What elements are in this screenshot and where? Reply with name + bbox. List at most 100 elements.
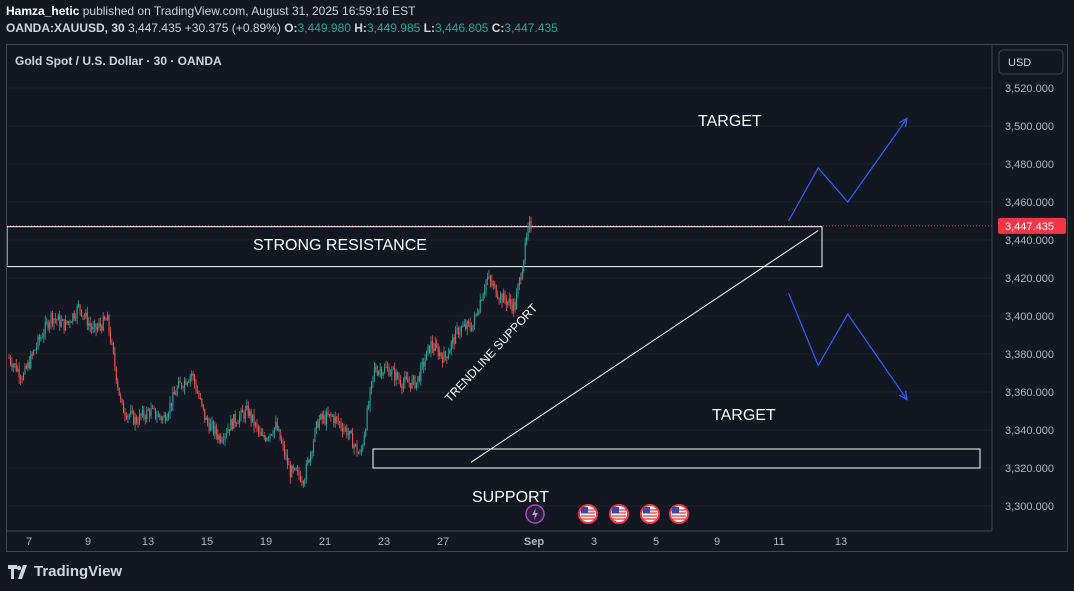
price-axis[interactable]: 3,300.000 3,320.000 3,340.000 3,360.000 3,38… (7, 45, 1066, 532)
candle-body (344, 427, 346, 430)
us-flag-event-icon[interactable] (669, 504, 689, 524)
x-tick-label: 13 (142, 536, 154, 548)
candle-body (529, 220, 531, 227)
candle-body (92, 326, 94, 330)
candle-body (202, 404, 204, 409)
footer-brand[interactable]: TradingView (8, 563, 122, 580)
candle-body (167, 413, 170, 418)
candle-body (85, 312, 87, 317)
candle-body (447, 353, 449, 359)
candle-body (207, 418, 209, 423)
candle-body (46, 321, 48, 323)
candle-body (333, 415, 335, 423)
flash-event-icon[interactable] (525, 504, 545, 524)
candle-body (162, 417, 164, 420)
trendline[interactable] (470, 230, 819, 463)
candle-body (439, 352, 441, 357)
candle-body (196, 390, 199, 394)
resistance-label: STRONG RESISTANCE (253, 237, 427, 254)
candle-body (163, 415, 165, 418)
candle-body (436, 343, 438, 348)
candle-body (391, 369, 393, 375)
candle-body (249, 410, 251, 416)
candle-body (178, 381, 180, 388)
candle-body (426, 350, 428, 361)
bullish-projection-arrow[interactable] (788, 118, 908, 222)
candle-body (114, 352, 116, 368)
candle-body (86, 312, 88, 326)
candle-body (11, 363, 13, 368)
candle-body (473, 315, 475, 326)
x-tick-label: Sep (524, 536, 544, 548)
candle-body (259, 431, 261, 433)
x-tick-label: 27 (437, 536, 449, 548)
candle-body (360, 449, 362, 453)
high-label: H: (354, 21, 367, 35)
x-tick-label: 5 (653, 536, 659, 548)
candle-body (334, 416, 336, 423)
candle-body (150, 408, 152, 416)
support-zone[interactable] (372, 448, 981, 469)
candle-body (457, 327, 460, 335)
x-tick-label: 13 (835, 536, 847, 548)
candle-body (294, 468, 296, 470)
candle-body (392, 368, 394, 370)
candle-body (478, 311, 480, 315)
candle-body (375, 366, 377, 372)
candle-body (76, 306, 78, 318)
us-flag-event-icon[interactable] (578, 504, 598, 524)
candle-body (285, 455, 287, 456)
candle-body (102, 316, 104, 331)
candle-body (381, 369, 383, 376)
candle-body (336, 416, 338, 419)
publish-info: Hamza_hetic published on TradingView.com… (6, 4, 415, 18)
time-axis[interactable]: 7 9 13 15 19 21 23 27 Sep 3 5 9 11 13 (26, 536, 847, 548)
x-tick-label: 19 (260, 536, 272, 548)
candle-body (105, 319, 107, 321)
candle-body (228, 429, 230, 431)
candle-body (397, 372, 399, 379)
candle-body (215, 426, 217, 435)
resistance-zone[interactable] (7, 226, 823, 268)
y-tick-label: 3,360.000 (1005, 387, 1054, 399)
currency-label: USD (1008, 57, 1031, 69)
candle-body (365, 429, 367, 436)
candle-body (395, 372, 397, 381)
candle-body (91, 326, 93, 330)
candle-body (460, 326, 462, 333)
candle-body (340, 422, 342, 428)
candle-body (507, 301, 509, 305)
price-chart[interactable]: STRONG RESISTANCESUPPORTTARGETTARGETTREN… (7, 45, 1067, 551)
currency-button[interactable]: USD (998, 49, 1064, 75)
candle-body (199, 397, 201, 399)
candles (8, 216, 532, 488)
low-label: L: (423, 21, 435, 35)
symbol-name: OANDA:XAUUSD, 30 (6, 21, 125, 35)
candle-body (481, 299, 483, 301)
candle-body (257, 426, 259, 432)
author-name[interactable]: Hamza_hetic (6, 4, 80, 18)
us-flag-event-icon[interactable] (640, 504, 660, 524)
candle-body (241, 409, 243, 413)
candle-body (498, 298, 500, 300)
bearish-projection-arrow[interactable] (788, 292, 908, 400)
candle-body (80, 309, 83, 316)
y-tick-label: 3,480.000 (1005, 159, 1054, 171)
candle-body (353, 445, 355, 449)
last-price-tag (998, 217, 1066, 234)
candle-body (14, 363, 16, 365)
us-flag-event-icon[interactable] (609, 504, 629, 524)
candle-body (108, 315, 110, 332)
candle-body (165, 415, 167, 421)
candle-body (115, 367, 117, 381)
candle-body (421, 361, 423, 365)
candle-body (427, 345, 429, 351)
candle-body (485, 280, 487, 290)
tradingview-logo-icon (8, 564, 30, 579)
candle-body (471, 328, 473, 331)
candle-body (402, 382, 404, 389)
candle-body (379, 369, 381, 372)
drawings[interactable]: STRONG RESISTANCESUPPORTTARGETTARGETTREN… (7, 113, 992, 506)
candle-body (424, 360, 426, 367)
candle-body (339, 422, 341, 424)
